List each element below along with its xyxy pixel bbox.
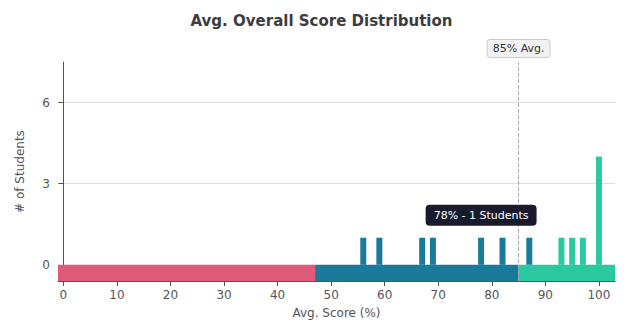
svg-text:85% Avg.: 85% Avg. xyxy=(493,42,545,55)
svg-text:Avg. Overall Score Distributio: Avg. Overall Score Distribution xyxy=(191,12,453,30)
svg-text:10: 10 xyxy=(109,288,124,302)
svg-text:70: 70 xyxy=(431,288,446,302)
svg-text:30: 30 xyxy=(216,288,231,302)
svg-text:# of Students: # of Students xyxy=(13,130,27,213)
svg-text:60: 60 xyxy=(377,288,392,302)
svg-text:78% - 1 Students: 78% - 1 Students xyxy=(434,209,529,222)
svg-text:0: 0 xyxy=(42,258,50,272)
svg-text:90: 90 xyxy=(538,288,553,302)
svg-text:3: 3 xyxy=(42,177,50,191)
svg-text:40: 40 xyxy=(270,288,285,302)
svg-text:80: 80 xyxy=(484,288,499,302)
svg-text:100: 100 xyxy=(587,288,610,302)
svg-text:Avg. Score (%): Avg. Score (%) xyxy=(292,306,380,320)
svg-text:0: 0 xyxy=(60,288,68,302)
svg-text:50: 50 xyxy=(324,288,339,302)
svg-text:20: 20 xyxy=(163,288,178,302)
svg-text:6: 6 xyxy=(42,96,50,110)
